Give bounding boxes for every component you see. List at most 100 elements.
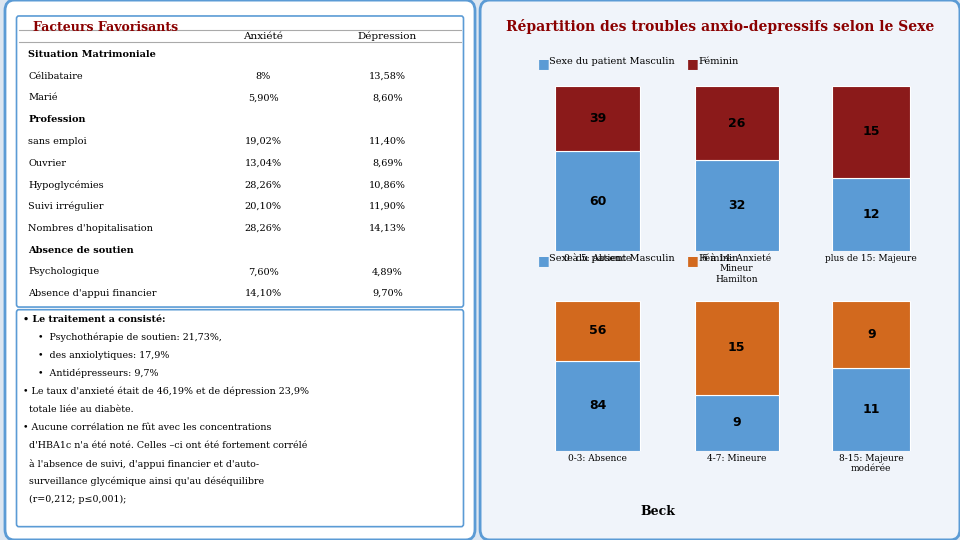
Text: 9: 9 xyxy=(867,328,876,341)
Text: Féminin: Féminin xyxy=(698,57,738,66)
Bar xyxy=(695,395,779,451)
Text: Hypoglycémies: Hypoglycémies xyxy=(28,180,104,190)
Bar xyxy=(19,174,461,195)
Text: 5,90%: 5,90% xyxy=(248,93,278,103)
Text: ■: ■ xyxy=(538,57,549,70)
Text: 15: 15 xyxy=(862,125,880,138)
Bar xyxy=(832,368,910,451)
Text: surveillance glycémique ainsi qu'au déséquilibre: surveillance glycémique ainsi qu'au désé… xyxy=(23,477,265,487)
FancyBboxPatch shape xyxy=(16,16,464,307)
Text: 11: 11 xyxy=(862,403,880,416)
Text: Ouvrier: Ouvrier xyxy=(28,159,66,167)
Text: 0 à 5: Absence: 0 à 5: Absence xyxy=(564,254,632,263)
Bar xyxy=(832,301,910,368)
Text: Absence d'appui financier: Absence d'appui financier xyxy=(28,289,156,298)
Text: 20,10%: 20,10% xyxy=(245,202,281,211)
Text: • Le traitement a consisté:: • Le traitement a consisté: xyxy=(23,315,166,324)
Text: d'HBA1c n'a été noté. Celles –ci ont été fortement corrélé: d'HBA1c n'a été noté. Celles –ci ont été… xyxy=(23,441,308,450)
Text: 28,26%: 28,26% xyxy=(245,180,281,190)
Bar xyxy=(19,109,461,131)
Text: • Aucune corrélation ne fût avec les concentrations: • Aucune corrélation ne fût avec les con… xyxy=(23,423,272,432)
Text: Nombres d'hopitalisation: Nombres d'hopitalisation xyxy=(28,224,153,233)
Text: Psychologique: Psychologique xyxy=(28,267,99,276)
Text: Sexe du patient Masculin: Sexe du patient Masculin xyxy=(549,57,675,66)
Text: Absence de soutien: Absence de soutien xyxy=(28,246,133,254)
Text: 28,26%: 28,26% xyxy=(245,224,281,233)
Bar xyxy=(556,301,639,361)
Bar xyxy=(19,152,461,174)
Text: 0-3: Absence: 0-3: Absence xyxy=(568,454,627,463)
Text: ■: ■ xyxy=(686,57,698,70)
Bar xyxy=(19,261,461,282)
Text: 39: 39 xyxy=(589,112,606,125)
Text: Situation Matrimoniale: Situation Matrimoniale xyxy=(28,50,156,59)
FancyBboxPatch shape xyxy=(480,0,960,540)
FancyBboxPatch shape xyxy=(5,0,475,540)
Text: Répartition des troubles anxio-depressifs selon le Sexe: Répartition des troubles anxio-depressif… xyxy=(506,18,934,33)
Bar xyxy=(556,86,639,151)
FancyBboxPatch shape xyxy=(16,309,464,526)
Text: Marié: Marié xyxy=(28,93,58,103)
Text: Profession: Profession xyxy=(28,115,85,124)
Text: Suivi irrégulier: Suivi irrégulier xyxy=(28,202,104,211)
Text: 9,70%: 9,70% xyxy=(372,289,403,298)
Text: 8%: 8% xyxy=(255,72,271,80)
Text: 8,69%: 8,69% xyxy=(372,159,403,167)
Text: 4,89%: 4,89% xyxy=(372,267,403,276)
Text: 7,60%: 7,60% xyxy=(248,267,278,276)
Text: 13,58%: 13,58% xyxy=(369,72,406,80)
Text: 60: 60 xyxy=(588,194,607,207)
Bar xyxy=(19,87,461,109)
Text: 32: 32 xyxy=(728,199,746,212)
Text: (r=0,212; p≤0,001);: (r=0,212; p≤0,001); xyxy=(23,495,127,504)
Bar xyxy=(19,218,461,239)
Bar xyxy=(832,86,910,178)
Text: •  Antidépresseurs: 9,7%: • Antidépresseurs: 9,7% xyxy=(23,369,159,379)
Text: 14,13%: 14,13% xyxy=(369,224,406,233)
Text: •  des anxiolytiques: 17,9%: • des anxiolytiques: 17,9% xyxy=(23,351,170,360)
Text: 8-15: Majeure
modérée: 8-15: Majeure modérée xyxy=(839,454,903,473)
Text: Célibataire: Célibataire xyxy=(28,72,83,80)
Text: 10,86%: 10,86% xyxy=(369,180,406,190)
Bar xyxy=(556,151,639,251)
Bar xyxy=(695,301,779,395)
Bar xyxy=(695,160,779,251)
Text: totale liée au diabète.: totale liée au diabète. xyxy=(23,405,134,414)
Text: 9: 9 xyxy=(732,416,741,429)
Text: à l'absence de suivi, d'appui financier et d'auto-: à l'absence de suivi, d'appui financier … xyxy=(23,459,259,469)
Text: 8,60%: 8,60% xyxy=(372,93,403,103)
Text: Féminin: Féminin xyxy=(698,254,738,263)
Text: 12: 12 xyxy=(862,208,880,221)
Text: 19,02%: 19,02% xyxy=(245,137,281,146)
Bar xyxy=(695,86,779,160)
Text: Beck: Beck xyxy=(640,505,675,518)
Text: plus de 15: Majeure: plus de 15: Majeure xyxy=(826,254,917,263)
Text: 56: 56 xyxy=(588,325,607,338)
Bar xyxy=(19,195,461,218)
Bar xyxy=(832,178,910,251)
Text: 15: 15 xyxy=(728,341,746,354)
Text: 6 à 14: Anxieté
Mineur
Hamilton: 6 à 14: Anxieté Mineur Hamilton xyxy=(702,254,772,284)
Bar xyxy=(556,361,639,451)
Text: Facteurs Favorisants: Facteurs Favorisants xyxy=(33,21,178,34)
Text: Anxiété: Anxiété xyxy=(243,32,283,41)
Text: 26: 26 xyxy=(728,117,746,130)
Text: •  Psychothérapie de soutien: 21,73%,: • Psychothérapie de soutien: 21,73%, xyxy=(23,333,223,342)
Text: ■: ■ xyxy=(538,254,549,267)
Text: ■: ■ xyxy=(686,254,698,267)
Bar xyxy=(19,131,461,152)
Text: 84: 84 xyxy=(588,400,607,413)
Text: sans emploi: sans emploi xyxy=(28,137,86,146)
Text: Dépression: Dépression xyxy=(358,32,417,42)
Text: 11,40%: 11,40% xyxy=(369,137,406,146)
Bar xyxy=(19,65,461,87)
Bar xyxy=(19,282,461,305)
Bar xyxy=(19,44,461,65)
Text: 13,04%: 13,04% xyxy=(245,159,281,167)
Text: • Le taux d'anxieté était de 46,19% et de dépression 23,9%: • Le taux d'anxieté était de 46,19% et d… xyxy=(23,387,309,396)
Text: 14,10%: 14,10% xyxy=(245,289,281,298)
Bar xyxy=(19,239,461,261)
Text: 4-7: Mineure: 4-7: Mineure xyxy=(708,454,766,463)
Text: 11,90%: 11,90% xyxy=(369,202,406,211)
Text: Sexe du patient Masculin: Sexe du patient Masculin xyxy=(549,254,675,263)
